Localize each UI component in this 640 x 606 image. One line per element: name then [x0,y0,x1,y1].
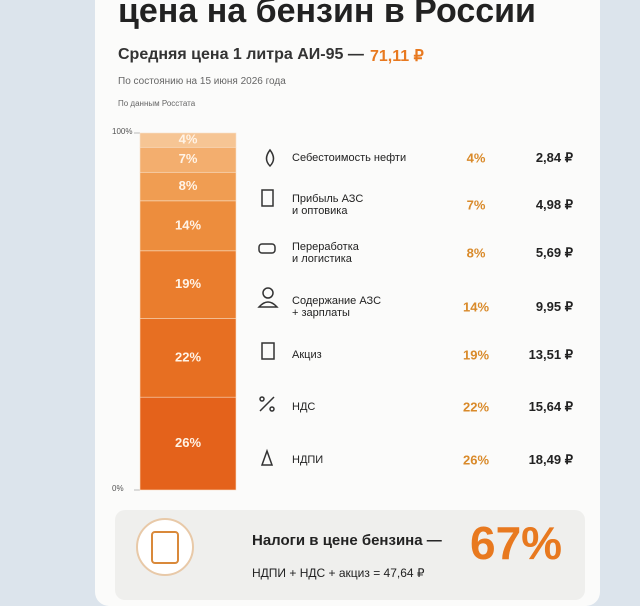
bar-segment [139,146,237,173]
tax-formula: НДПИ + НДС + акциз = 47,64 ₽ [252,566,425,580]
legend-entry: Себестоимость нефти [292,152,407,164]
y-tick-label: 100% [112,127,133,136]
amount-label: 13,51 ₽ [528,347,573,362]
row-icons [257,148,279,466]
tax-share: 67% [470,517,563,569]
bar-segment [139,132,237,148]
segment-label: 7% [179,151,198,166]
bar-segment [139,396,237,491]
legend-entry: Прибыль АЗС и оптовика [292,193,364,217]
share-label: 14% [462,299,490,315]
segment-label: 8% [179,178,198,193]
source: По данным Росстата [118,99,196,108]
legend-entry: НДПИ [292,454,324,466]
segment-label: 14% [175,217,201,232]
calculator-icon [151,531,179,564]
amount-label: 5,69 ₽ [535,245,573,260]
chart-title: цена на бензин в России [118,0,536,30]
amount-label: 2,84 ₽ [535,150,573,165]
share-label: 19% [462,347,490,363]
y-tick-label: 0% [112,484,124,493]
bar-segment [139,318,237,398]
calculator-icon [136,518,194,576]
share-label: 4% [466,150,486,166]
tax-title: Налоги в цене бензина — [252,532,442,549]
footer-box [115,510,585,600]
amount-label: 4,98 ₽ [535,197,573,212]
subtitle: Средняя цена 1 литра АИ-95 — [118,46,364,63]
legend-entry: НДС [292,401,316,413]
segment-label: 4% [179,132,198,147]
legend-entry: Акциз [292,349,322,361]
legend-entry: Содержание АЗС + зарплаты [292,295,382,319]
segment-label: 22% [175,349,201,364]
share-label: 26% [462,452,490,468]
bar-segment [139,171,237,202]
note: По состоянию на 15 июня 2026 года [118,76,286,87]
amount-label: 9,95 ₽ [535,299,573,314]
amount-label: 15,64 ₽ [528,399,573,414]
share-label: 22% [462,399,490,415]
amount-label: 18,49 ₽ [528,452,573,467]
share-label: 8% [466,245,486,261]
segment-label: 26% [175,435,201,450]
segment-label: 19% [175,276,201,291]
price: 71,11 ₽ [370,48,424,65]
legend-entry: Переработка и логистика [292,241,359,265]
share-label: 7% [466,197,486,213]
